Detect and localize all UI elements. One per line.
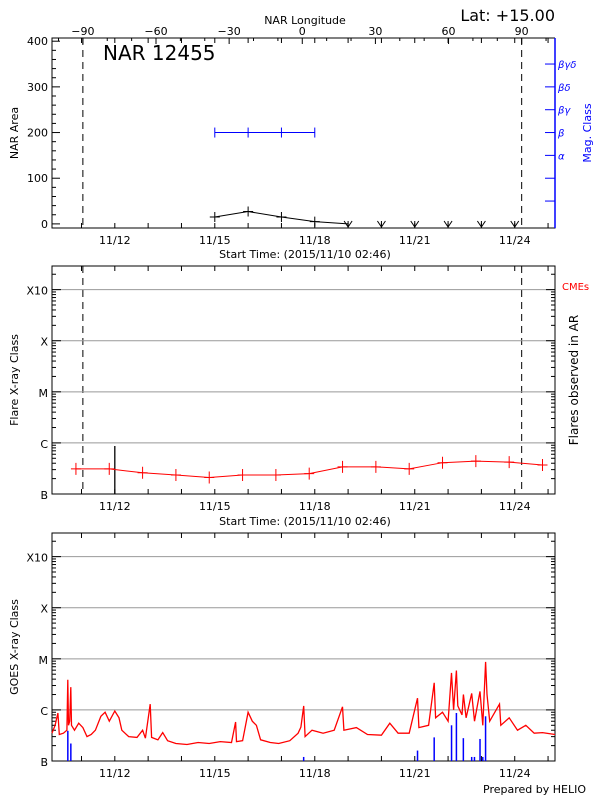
top-axis-tick-label: 30 [368,25,382,38]
y-tick-label: 300 [27,81,48,94]
y-tick-label: 100 [27,172,48,185]
mag-class-tick-label: β [557,129,565,140]
x-tick-label: 11/24 [499,767,531,780]
y-tick-label: B [40,756,48,769]
x-tick-label: 11/12 [99,767,131,780]
x-tick-label: 11/24 [499,234,531,247]
x-tick-label: 11/12 [99,234,131,247]
top-axis-tick-label: −60 [144,25,167,38]
xray-background-point [337,460,348,473]
y-tick-label: M [39,654,49,667]
y-tick-label: 200 [27,127,48,140]
y-tick-label: X10 [26,552,48,565]
top-axis-tick-label: −30 [218,25,241,38]
xray-background-point [470,455,481,468]
xray-background-point [370,460,381,473]
flares-observed-axis-title: Flares observed in AR [567,315,581,445]
y-tick-label: X [40,603,48,616]
x-tick-label: 11/21 [399,234,431,247]
xray-background-point [404,462,415,475]
mag-class-tick-label: βδ [557,83,571,94]
x-tick-label: 11/24 [499,500,531,513]
y-tick-label: B [40,489,48,502]
x-tick-label: 11/21 [399,767,431,780]
x-tick-label: 11/18 [299,500,331,513]
goes-y-axis-title: GOES X-ray Class [8,599,21,695]
y-tick-label: X10 [26,285,48,298]
latitude-label: Lat: +15.00 [460,6,555,25]
area-zero-marker [510,220,520,228]
area-zero-marker [476,220,486,228]
xray-background-point [537,458,548,471]
panel2-x-axis-title: Start Time: (2015/11/10 02:46) [219,515,391,528]
footer-credit: Prepared by HELIO [483,783,586,796]
area-zero-marker [443,220,453,228]
xray-background-point [504,456,515,469]
top-axis-tick-label: −90 [71,25,94,38]
y-tick-label: 0 [41,218,48,231]
xray-background-point [170,469,181,482]
flare-y-axis-title: Flare X-ray Class [8,334,21,426]
xray-background-point [237,469,248,482]
xray-background-point [437,456,448,469]
top-axis-tick-label: 0 [299,25,306,38]
x-tick-label: 11/21 [399,500,431,513]
area-zero-marker [410,220,420,228]
y-tick-label: C [40,705,48,718]
y-tick-label: M [39,387,49,400]
goes-flux-line [51,661,556,746]
area-y-axis-title: NAR Area [8,107,21,159]
y-tick-label: 400 [27,35,48,48]
x-tick-label: 11/12 [99,500,131,513]
top-axis-tick-label: 60 [442,25,456,38]
area-point [276,212,287,223]
top-axis-tick-label: 90 [515,25,529,38]
area-point [243,206,254,217]
area-zero-marker [377,220,386,228]
mag-class-tick-label: βγδ [557,60,576,71]
area-zero-marker [343,220,353,228]
cmes-legend: CMEs [562,282,589,293]
mag-class-tick-label: α [558,151,565,162]
x-tick-label: 11/15 [199,767,231,780]
panel1-x-axis-title: Start Time: (2015/11/10 02:46) [219,248,391,261]
x-tick-label: 11/15 [199,500,231,513]
mag-class-tick-label: βγ [557,106,571,117]
x-tick-label: 11/15 [199,234,231,247]
top-axis-title: NAR Longitude [264,14,346,27]
area-point [209,212,220,223]
panel-title: NAR 12455 [103,41,216,65]
x-tick-label: 11/18 [299,234,331,247]
area-point [309,216,320,227]
xray-background-point [70,462,81,475]
mag-class-axis-title: Mag. Class [581,103,594,162]
xray-background-point [104,462,115,475]
xray-background-point [204,471,215,484]
xray-background-point [137,466,148,479]
y-tick-label: X [40,336,48,349]
xray-background-point [270,469,281,482]
panel2-frame [51,265,556,495]
x-tick-label: 11/18 [299,767,331,780]
xray-background-point [304,467,315,480]
y-tick-label: C [40,438,48,451]
